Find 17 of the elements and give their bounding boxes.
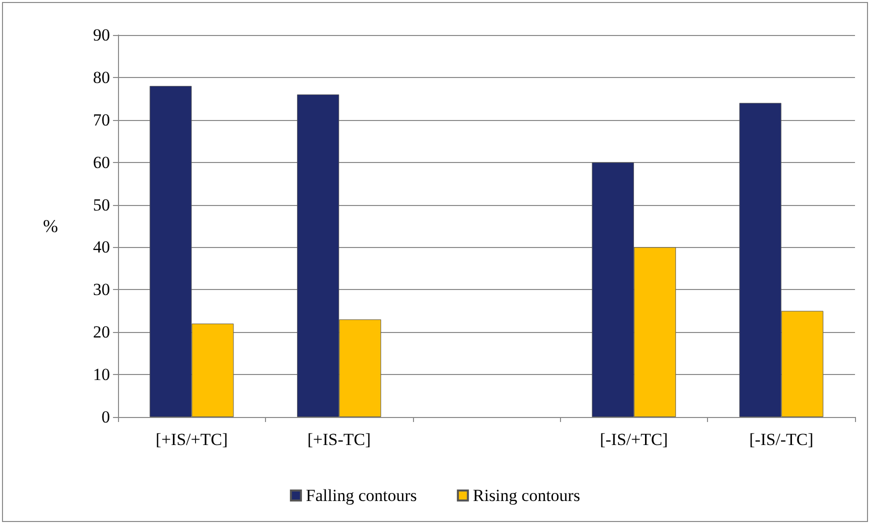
legend-label: Falling contours [306,486,417,505]
y-tick-label: 80 [93,68,110,87]
y-tick-label: 70 [93,110,110,130]
y-tick-label: 30 [93,280,110,300]
x-tick-label: [+IS-TC] [307,430,371,449]
y-tick-label: 0 [102,408,110,426]
legend-label: Rising contours [472,486,580,505]
y-tick-label: 10 [93,365,110,384]
y-axis-title: % [43,216,58,236]
x-tick-label: [-IS/-TC] [749,430,814,449]
y-tick-label: 40 [93,238,110,257]
x-tick-label: [-IS/+TC] [600,430,668,449]
y-tick-label: 20 [93,322,110,342]
y-tick-label: 60 [93,152,110,172]
y-tick-label: 90 [93,26,110,44]
y-tick-label: 50 [93,195,110,214]
x-tick-label: [+IS/+TC] [156,430,228,449]
